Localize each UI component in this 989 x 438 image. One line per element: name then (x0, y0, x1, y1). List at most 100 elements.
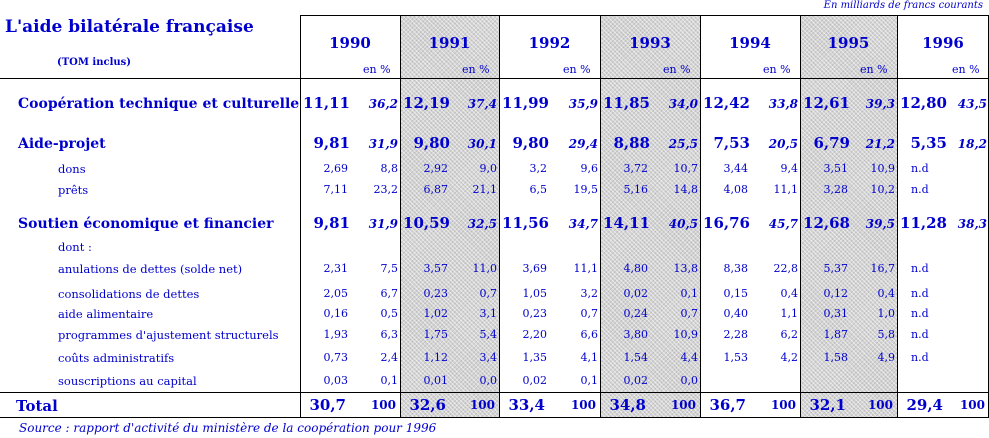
cell-percent: 6,7 (380, 287, 399, 300)
row-label: Coopération technique et culturelle (18, 96, 300, 112)
cell-value: 3,69 (522, 262, 548, 275)
total-value: 33,4 (508, 396, 545, 414)
column-rule-2 (499, 15, 500, 417)
cell-value: 0,15 (723, 287, 749, 300)
cell-percent: 13,8 (673, 262, 699, 275)
cell-percent: 9,4 (780, 162, 799, 175)
cell-value: 0,12 (823, 287, 849, 300)
cell-value: 1,53 (723, 351, 749, 364)
cell-percent: 34,0 (668, 97, 698, 111)
cell-value: 9,81 (313, 134, 350, 152)
cell-percent: 25,5 (668, 137, 698, 151)
cell-value: 0,16 (323, 307, 349, 320)
cell-percent: 0,4 (780, 287, 799, 300)
cell-percent: 0,7 (580, 307, 599, 320)
cell-percent: 22,8 (773, 262, 799, 275)
column-rule-4 (700, 15, 701, 417)
year-header-1995: 1995 (827, 34, 870, 52)
cell-percent: 0,4 (877, 287, 896, 300)
header-top-rule (300, 15, 989, 16)
cell-percent: 4,2 (780, 351, 799, 364)
cell-value: 10,59 (403, 214, 450, 232)
column-rule-6 (897, 15, 898, 417)
pct-header-1995: en % (860, 63, 888, 76)
cell-percent: 9,0 (479, 162, 498, 175)
year-header-1991: 1991 (428, 34, 471, 52)
cell-percent: 0,1 (380, 374, 399, 387)
cell-value: 1,02 (423, 307, 449, 320)
cell-value: 12,19 (403, 94, 450, 112)
cell-value: 4,08 (723, 183, 749, 196)
cell-value: n.d (911, 307, 929, 320)
cell-percent: 45,7 (768, 217, 798, 231)
cell-percent: 36,2 (368, 97, 398, 111)
cell-value: 9,81 (313, 214, 350, 232)
cell-value: 1,54 (623, 351, 649, 364)
cell-percent: 14,8 (673, 183, 699, 196)
cell-value: 3,28 (823, 183, 849, 196)
cell-value: 0,03 (323, 374, 349, 387)
column-rule (300, 15, 301, 417)
cell-value: 1,93 (323, 328, 349, 341)
cell-value: 12,61 (803, 94, 850, 112)
cell-value: 0,73 (323, 351, 349, 364)
cell-value: 2,92 (423, 162, 449, 175)
cell-percent: 8,8 (380, 162, 399, 175)
cell-percent: 31,9 (368, 217, 398, 231)
cell-percent: 10,9 (870, 162, 896, 175)
cell-percent: 11,0 (472, 262, 498, 275)
total-percent: 100 (959, 398, 985, 412)
year-header-1990: 1990 (329, 34, 371, 52)
row-label: consolidations de dettes (58, 287, 200, 301)
header-bottom-rule (0, 78, 989, 79)
row-label: aide alimentaire (58, 307, 154, 321)
cell-percent: 0,0 (680, 374, 699, 387)
cell-value: 2,69 (323, 162, 349, 175)
column-rule-5 (800, 15, 801, 417)
cell-value: 3,72 (623, 162, 649, 175)
cell-value: 9,80 (413, 134, 450, 152)
cell-percent: 19,5 (573, 183, 599, 196)
cell-value: 8,38 (723, 262, 749, 275)
cell-value: n.d (911, 287, 929, 300)
cell-value: 5,37 (823, 262, 849, 275)
cell-percent: 11,1 (573, 262, 599, 275)
cell-value: 1,58 (823, 351, 849, 364)
cell-value: 0,40 (723, 307, 749, 320)
cell-percent: 0,1 (680, 287, 699, 300)
cell-value: 0,02 (623, 374, 649, 387)
cell-percent: 7,5 (380, 262, 399, 275)
cell-percent: 20,5 (768, 137, 798, 151)
cell-value: 3,57 (423, 262, 449, 275)
cell-percent: 4,9 (877, 351, 896, 364)
cell-value: 11,99 (502, 94, 549, 112)
cell-value: n.d (911, 183, 929, 196)
pct-header-1994: en % (763, 63, 791, 76)
pct-header-1992: en % (563, 63, 591, 76)
row-label: souscriptions au capital (58, 374, 197, 388)
column-rule-3 (600, 15, 601, 417)
cell-percent: 18,2 (957, 137, 987, 151)
cell-value: 1,12 (423, 351, 449, 364)
cell-percent: 33,8 (768, 97, 798, 111)
row-label: Aide-projet (18, 136, 106, 152)
row-label: anulations de dettes (solde net) (58, 262, 243, 276)
cell-percent: 37,4 (467, 97, 497, 111)
cell-percent: 21,1 (472, 183, 498, 196)
cell-value: n.d (911, 328, 929, 341)
cell-percent: 2,4 (380, 351, 399, 364)
cell-percent: 35,9 (568, 97, 598, 111)
cell-percent: 32,5 (467, 217, 497, 231)
cell-value: 12,68 (803, 214, 850, 232)
cell-value: 0,02 (522, 374, 548, 387)
cell-value: n.d (911, 162, 929, 175)
cell-value: 3,51 (823, 162, 849, 175)
cell-value: 6,79 (813, 134, 850, 152)
unit-note: En milliards de francs courants (823, 0, 983, 11)
cell-value: 11,11 (303, 94, 350, 112)
cell-percent: 39,5 (865, 217, 895, 231)
cell-value: n.d (911, 351, 929, 364)
total-percent: 100 (469, 398, 495, 412)
cell-value: 0,23 (522, 307, 548, 320)
